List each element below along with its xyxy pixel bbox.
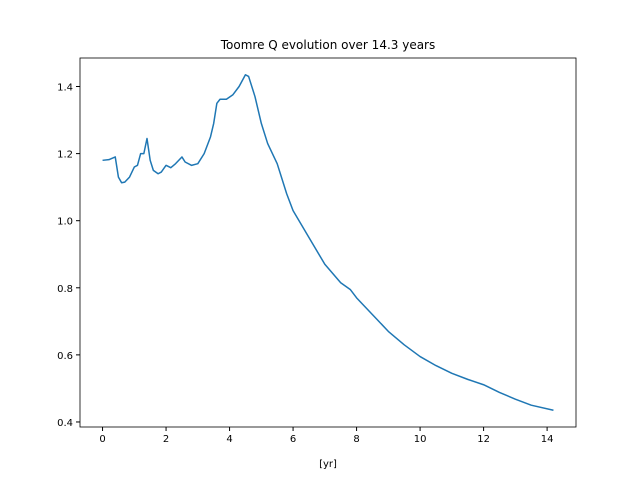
y-tick-label: 0.6 — [57, 351, 73, 362]
y-tick-label: 1.2 — [57, 150, 73, 161]
x-tick-label: 4 — [226, 434, 232, 445]
x-tick-label: 12 — [477, 434, 490, 445]
y-tick-label: 0.4 — [57, 418, 73, 429]
y-tick-label: 0.8 — [57, 284, 73, 295]
y-tick-label: 1.4 — [57, 83, 73, 94]
x-tick-label: 2 — [163, 434, 169, 445]
x-axis-label: [yr] — [319, 459, 337, 470]
x-tick-label: 14 — [541, 434, 554, 445]
x-tick-label: 8 — [353, 434, 359, 445]
x-tick-label: 0 — [99, 434, 105, 445]
plot-frame — [79, 57, 577, 428]
x-tick-label: 10 — [414, 434, 427, 445]
chart-title: Toomre Q evolution over 14.3 years — [220, 38, 436, 52]
y-tick-label: 1.0 — [57, 217, 73, 228]
x-tick-label: 6 — [290, 434, 296, 445]
data-line — [102, 74, 554, 411]
